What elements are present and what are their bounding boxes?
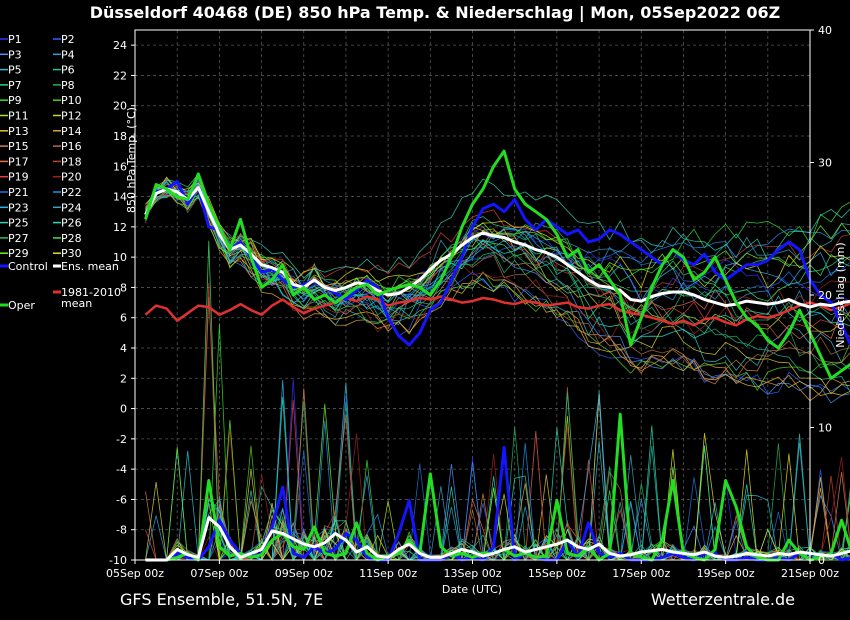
y-tick-label: 22 <box>113 69 127 82</box>
legend-label: P28 <box>61 232 82 245</box>
legend-label: P16 <box>61 140 82 153</box>
member-temp-line <box>145 185 850 397</box>
ens-mean-precip-line <box>145 516 850 562</box>
legend-clim-label-2: mean <box>61 297 92 310</box>
x-tick-label: 19Sep 00z <box>697 567 755 580</box>
footer-model: GFS Ensemble, 51.5N, 7E <box>120 590 323 609</box>
x-tick-label: 09Sep 00z <box>275 567 333 580</box>
oper-line <box>144 149 850 380</box>
legend-label: P18 <box>61 155 82 168</box>
y2-tick-label: 30 <box>818 157 832 170</box>
1981-2010-mean-line <box>144 295 850 327</box>
legend-label: P5 <box>8 64 22 77</box>
legend-label: P23 <box>8 201 29 214</box>
y-tick-label: 12 <box>113 221 127 234</box>
y-axis-label-right: Niederschlag (mm) <box>834 242 847 347</box>
legend-label: P2 <box>61 33 75 46</box>
member-precip-line <box>145 403 850 562</box>
legend-label: P27 <box>8 232 29 245</box>
legend-label: P30 <box>61 247 82 260</box>
footer-source: Wetterzentrale.de <box>651 590 795 609</box>
legend-label: P8 <box>61 79 75 92</box>
legend-label: P25 <box>8 217 29 230</box>
member-temp-line <box>145 182 850 370</box>
legend-label: P1 <box>8 33 22 46</box>
y-tick-label: 20 <box>113 100 127 113</box>
y2-tick-label: 10 <box>818 422 832 435</box>
ens-mean-line <box>144 186 850 309</box>
y-axis-label-left: 850 hPa Temp. (°C) <box>125 107 138 213</box>
legend-label: P13 <box>8 125 29 138</box>
y-tick-label: -2 <box>116 433 127 446</box>
legend-clim-label: 1981-2010 <box>61 286 121 299</box>
legend-label: P9 <box>8 94 22 107</box>
oper-precip-line <box>145 412 850 562</box>
y-tick-label: -4 <box>116 463 127 476</box>
legend-control-label: Control <box>8 260 48 273</box>
legend-oper-label: Oper <box>8 299 35 312</box>
x-tick-label: 07Sep 00z <box>190 567 248 580</box>
legend-label: P7 <box>8 79 22 92</box>
control-line <box>144 179 850 347</box>
member-temp-line <box>145 186 850 393</box>
legend-ens-mean-label: Ens. mean <box>61 260 119 273</box>
y-tick-label: 16 <box>113 160 127 173</box>
legend-label: P11 <box>8 110 29 123</box>
highlight-series <box>144 149 850 562</box>
x-tick-label: 13Sep 00z <box>444 567 502 580</box>
legend-label: P15 <box>8 140 29 153</box>
legend-label: P19 <box>8 171 29 184</box>
x-tick-label: 21Sep 00z <box>781 567 839 580</box>
x-tick-label: 17Sep 00z <box>612 567 670 580</box>
x-axis: 05Sep 00z 07Sep 00z 09Sep 00z 11Sep 00z 13Se… <box>106 560 839 580</box>
legend-label: P4 <box>61 48 75 61</box>
y-tick-label: -10 <box>109 554 127 567</box>
legend-label: P14 <box>61 125 82 138</box>
member-temp-line <box>145 191 850 392</box>
y2-tick-label: 40 <box>818 24 832 37</box>
y-tick-label: 10 <box>113 251 127 264</box>
y2-tick-label: 20 <box>818 289 832 302</box>
y-tick-label: -8 <box>116 524 127 537</box>
legend-label: P6 <box>61 64 75 77</box>
y-tick-label: 8 <box>120 281 127 294</box>
y-tick-label: -6 <box>116 493 127 506</box>
legend-label: P26 <box>61 217 82 230</box>
legend-label: P22 <box>61 186 82 199</box>
legend: P1 P2 P3 P4 P5 P6 P7 P8 P9 P10 P11 P12 P13 P14 P15 P16 P… <box>0 33 121 312</box>
y-tick-label: 14 <box>113 191 127 204</box>
member-temp-line <box>145 186 850 344</box>
member-temp-line <box>145 184 850 323</box>
legend-label: P17 <box>8 155 29 168</box>
member-temp-line <box>145 185 850 372</box>
legend-label: P12 <box>61 110 82 123</box>
chart-title: Düsseldorf 40468 (DE) 850 hPa Temp. & Ni… <box>90 3 781 23</box>
y-tick-label: 2 <box>120 372 127 385</box>
right-y-axis: 0 10 20 30 40 <box>810 24 832 567</box>
x-tick-label: 05Sep 00z <box>106 567 164 580</box>
legend-label: P21 <box>8 186 29 199</box>
legend-label: P24 <box>61 201 82 214</box>
member-temp-line <box>145 180 850 339</box>
legend-label: P3 <box>8 48 22 61</box>
legend-label: P20 <box>61 171 82 184</box>
y-tick-label: 0 <box>120 403 127 416</box>
y2-tick-label: 0 <box>818 554 825 567</box>
y-tick-label: 18 <box>113 130 127 143</box>
member-temp-line <box>145 174 850 279</box>
x-tick-label: 11Sep 00z <box>359 567 417 580</box>
y-tick-label: 6 <box>120 312 127 325</box>
legend-label: P29 <box>8 247 29 260</box>
member-temp-line <box>145 176 850 289</box>
y-tick-label: 4 <box>120 342 127 355</box>
legend-label: P10 <box>61 94 82 107</box>
x-tick-label: 15Sep 00z <box>528 567 586 580</box>
x-axis-label: Date (UTC) <box>442 583 502 596</box>
y-tick-label: 24 <box>113 39 127 52</box>
